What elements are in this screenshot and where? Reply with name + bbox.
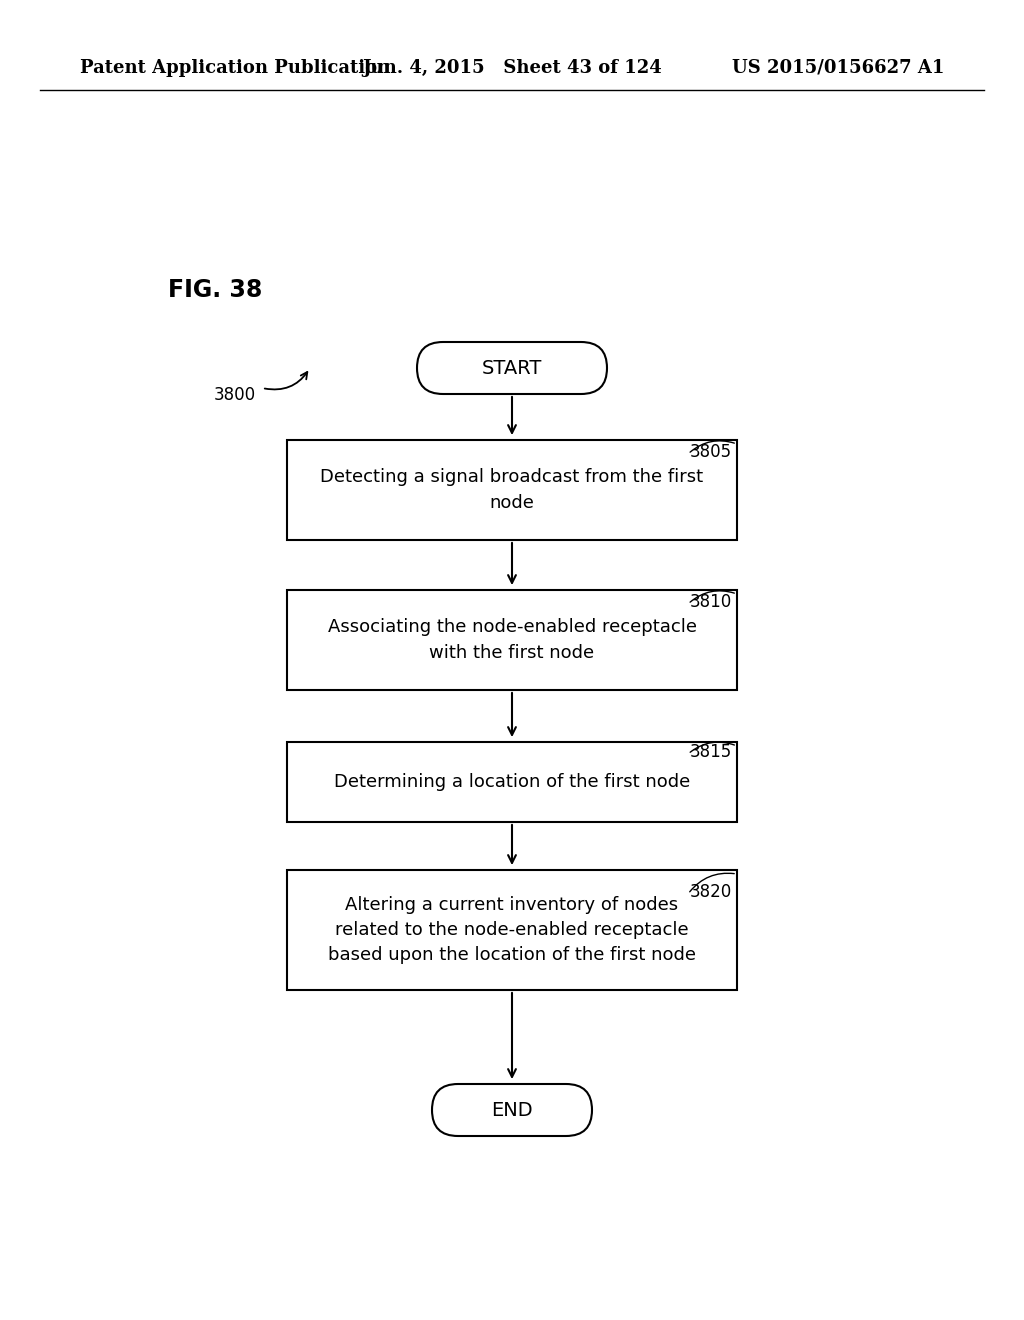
Bar <box>287 742 737 822</box>
Text: Detecting a signal broadcast from the first
node: Detecting a signal broadcast from the fi… <box>321 469 703 511</box>
Text: FIG. 38: FIG. 38 <box>168 279 262 302</box>
Text: START: START <box>482 359 542 378</box>
Text: Altering a current inventory of nodes
related to the node-enabled receptacle
bas: Altering a current inventory of nodes re… <box>328 896 696 964</box>
Bar <box>287 870 737 990</box>
FancyBboxPatch shape <box>417 342 607 393</box>
Text: 3820: 3820 <box>690 883 732 902</box>
Text: Patent Application Publication: Patent Application Publication <box>80 59 390 77</box>
Text: Jun. 4, 2015   Sheet 43 of 124: Jun. 4, 2015 Sheet 43 of 124 <box>362 59 662 77</box>
Text: END: END <box>492 1101 532 1119</box>
Text: US 2015/0156627 A1: US 2015/0156627 A1 <box>731 59 944 77</box>
FancyBboxPatch shape <box>432 1084 592 1137</box>
Text: 3810: 3810 <box>690 593 732 611</box>
Text: Determining a location of the first node: Determining a location of the first node <box>334 774 690 791</box>
Text: 3815: 3815 <box>690 743 732 762</box>
Text: 3800: 3800 <box>214 385 256 404</box>
Bar <box>287 590 737 690</box>
Text: Associating the node-enabled receptacle
with the first node: Associating the node-enabled receptacle … <box>328 619 696 661</box>
Bar <box>287 440 737 540</box>
Text: 3805: 3805 <box>690 444 732 461</box>
